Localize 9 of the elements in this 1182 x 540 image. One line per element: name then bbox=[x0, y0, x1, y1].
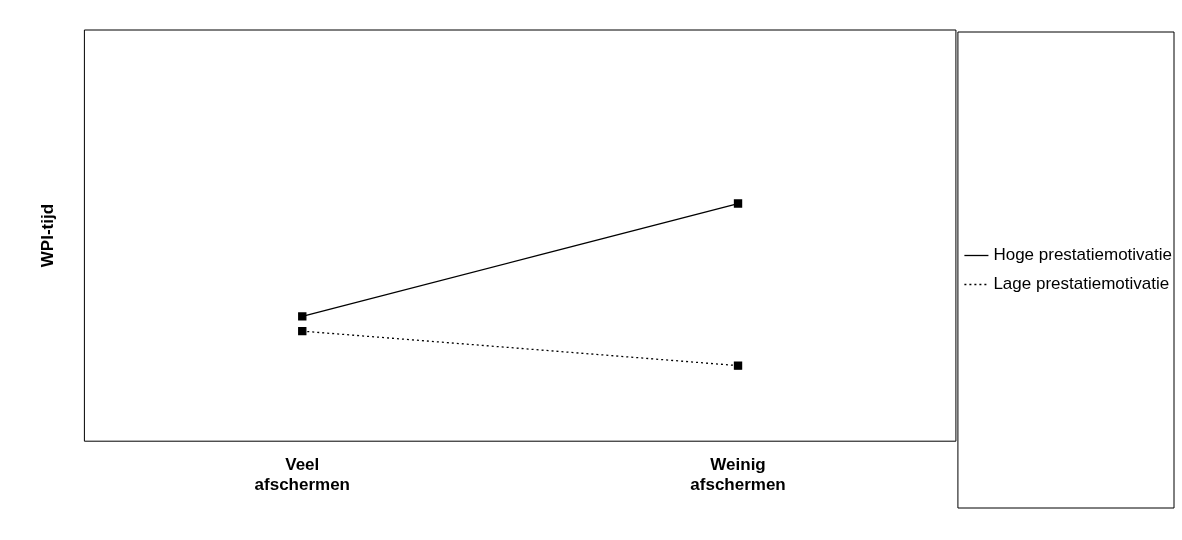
x-tick-label: Veel afschermen bbox=[254, 455, 350, 495]
point bbox=[298, 312, 307, 321]
y-axis-title: WPI-tijd bbox=[37, 203, 57, 268]
point bbox=[733, 199, 743, 208]
legend-label: Lage prestatiemotivatie bbox=[993, 274, 1170, 294]
point bbox=[298, 326, 307, 336]
point bbox=[733, 361, 743, 370]
x-tick-label: Weinig afschermen bbox=[690, 455, 786, 495]
legend-label: Hoge prestatiemotivatie bbox=[993, 245, 1172, 265]
